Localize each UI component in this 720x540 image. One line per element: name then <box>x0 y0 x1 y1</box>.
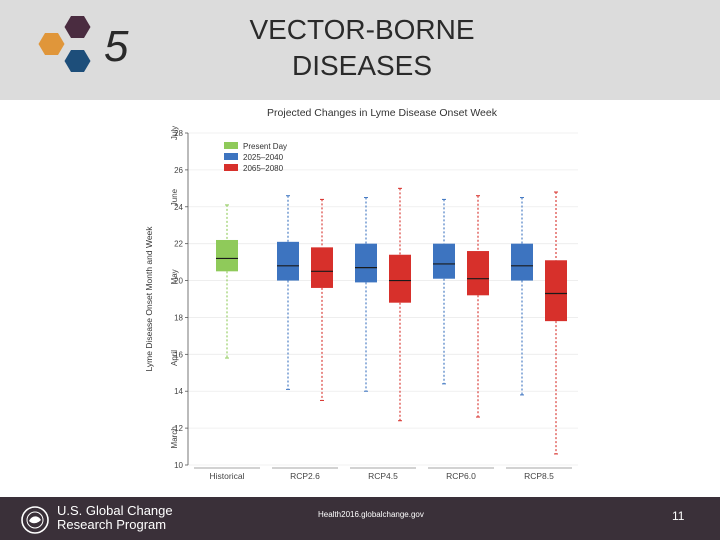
y-tick-label: 20 <box>174 277 183 286</box>
box-iqr <box>311 247 333 288</box>
y-axis: 10 12 14 16 18 20 22 24 26 28 March April May June Jul… <box>144 126 572 481</box>
y-tick-label: 10 <box>174 461 183 470</box>
box-iqr <box>277 241 299 281</box>
box-iqr <box>355 243 377 283</box>
chart-title: Projected Changes in Lyme Disease Onset … <box>267 107 498 119</box>
lyme-onset-boxplot: Projected Changes in Lyme Disease Onset … <box>144 107 578 481</box>
box-rcp26-2025-2040 <box>277 195 299 390</box>
box-rcp85-2065-2080 <box>545 191 567 455</box>
box-rcp45-2065-2080 <box>389 187 411 422</box>
title-line-2: DISEASES <box>291 50 433 81</box>
page-title: VECTOR-BORNE DISEASES <box>232 12 492 84</box>
box-rcp60-2025-2040 <box>433 198 455 385</box>
legend-swatch <box>224 164 238 171</box>
x-category-label: RCP8.5 <box>524 471 554 481</box>
box-rcp45-2025-2040 <box>355 197 377 392</box>
hexagon-navy <box>64 50 91 72</box>
grid-layer <box>188 132 578 466</box>
x-category-label: RCP2.6 <box>290 471 320 481</box>
slide-header: 5 VECTOR-BORNE DISEASES <box>0 0 720 100</box>
y-tick-label: 24 <box>174 203 183 212</box>
box-iqr <box>545 260 567 322</box>
x-category-label: RCP6.0 <box>446 471 476 481</box>
legend-label: 2065–2080 <box>243 164 284 173</box>
y-tick-label: 16 <box>174 350 183 359</box>
section-number: 5 <box>104 22 129 71</box>
box-iqr <box>433 243 455 279</box>
box-historical-present <box>216 204 238 359</box>
y-tick-label: 22 <box>174 240 183 249</box>
legend-swatch <box>224 153 238 160</box>
month-label: May <box>170 269 179 284</box>
x-category-label: Historical <box>210 471 245 481</box>
legend: Present Day 2025–2040 2065–2080 <box>224 142 287 173</box>
hexagon-cluster-logo <box>38 16 91 72</box>
legend-label: 2025–2040 <box>243 153 284 162</box>
x-category-label: RCP4.5 <box>368 471 398 481</box>
legend-label: Present Day <box>243 142 287 151</box>
month-label: March <box>170 426 179 448</box>
box-rcp26-2065-2080 <box>311 198 333 401</box>
y-tick-label: 14 <box>174 387 183 396</box>
y-tick-label: 26 <box>174 166 183 175</box>
title-line-1: VECTOR-BORNE <box>249 14 475 45</box>
organization-name: U.S. Global Change Research Program <box>57 504 173 532</box>
page-number: 11 <box>672 509 685 523</box>
month-label: June <box>170 188 179 206</box>
box-iqr <box>216 239 238 272</box>
hexagon-maroon <box>64 16 91 38</box>
box-rcp60-2065-2080 <box>467 195 489 418</box>
org-line-2: Research Program <box>57 517 167 532</box>
legend-swatch <box>224 142 238 149</box>
box-iqr <box>511 243 533 281</box>
box-rcp85-2025-2040 <box>511 197 533 396</box>
month-label: July <box>170 126 179 140</box>
month-labels: March April May June July <box>170 126 179 449</box>
org-line-1: U.S. Global Change <box>57 503 173 518</box>
y-axis-title: Lyme Disease Onset Month and Week <box>144 226 154 372</box>
hexagon-orange <box>38 33 65 55</box>
y-tick-label: 12 <box>174 424 183 433</box>
box-layer <box>216 187 567 455</box>
box-iqr <box>389 254 411 303</box>
footer-url[interactable]: Health2016.globalchange.gov <box>318 510 424 519</box>
globe-seal-icon <box>21 506 49 534</box>
box-iqr <box>467 251 489 296</box>
slide-footer: U.S. Global Change Research Program Heal… <box>0 497 720 540</box>
y-tick-label: 28 <box>174 129 183 138</box>
y-tick-label: 18 <box>174 313 183 322</box>
month-label: April <box>170 350 179 366</box>
